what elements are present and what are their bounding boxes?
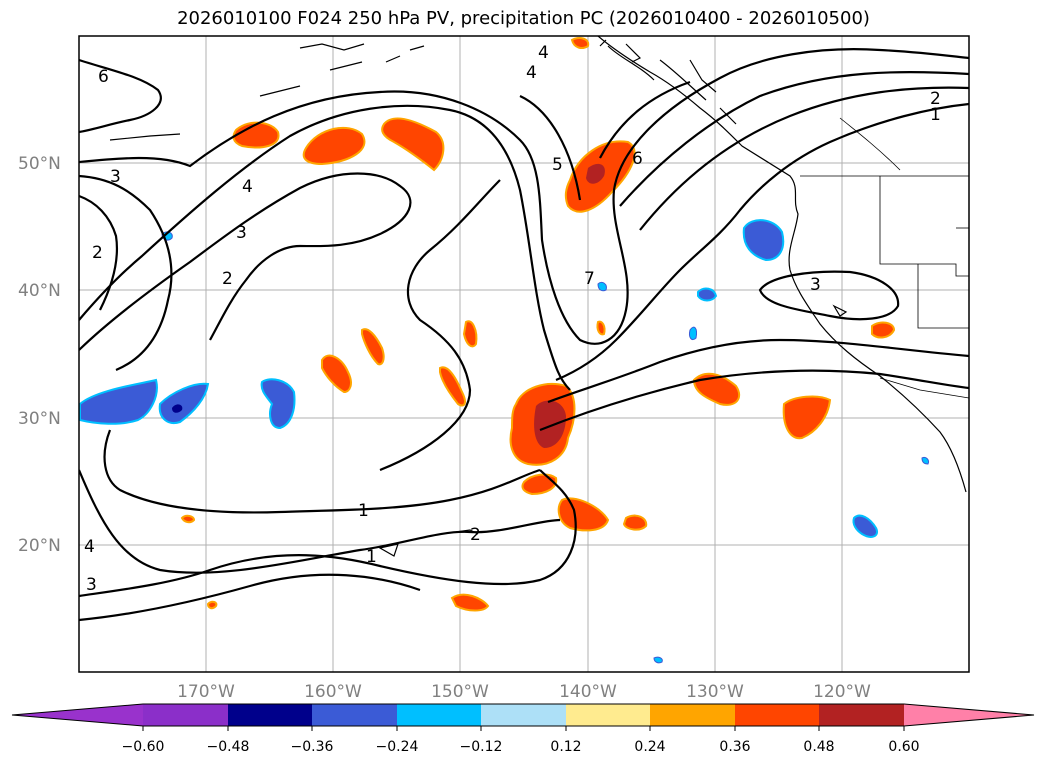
colorbar-label: 0.48 — [803, 739, 834, 755]
lat-label: 30°N — [18, 409, 61, 429]
lat-label: 20°N — [18, 536, 61, 556]
contour-label: 4 — [84, 537, 95, 557]
map-frame — [78, 35, 970, 673]
contour-label: 1 — [358, 501, 369, 521]
contour-label: 2 — [930, 89, 941, 109]
map-title: 2026010100 F024 250 hPa PV, precipitatio… — [177, 8, 870, 29]
lon-label: 150°W — [431, 682, 489, 702]
colorbar-segment — [228, 704, 312, 726]
contour-label: 3 — [810, 275, 821, 295]
contour-label: 3 — [110, 167, 121, 187]
colorbar-label: −0.12 — [460, 739, 503, 755]
coastlines — [109, 36, 967, 557]
contour-label: 1 — [930, 105, 941, 125]
colorbar-right-extension — [904, 704, 1034, 726]
colorbar-segment — [312, 704, 397, 726]
lon-label: 170°W — [177, 682, 235, 702]
colorbar-segment — [143, 704, 228, 726]
contour-label: 2 — [470, 525, 481, 545]
latitude-labels: 50°N 40°N 30°N 20°N — [18, 154, 61, 556]
precip-positive-areas — [180, 37, 896, 612]
colorbar-segment — [481, 704, 566, 726]
lat-label: 40°N — [18, 281, 61, 301]
lon-label: 160°W — [304, 682, 362, 702]
political-borders — [800, 117, 969, 399]
colorbar-left-extension — [12, 704, 143, 726]
colorbar-label: 0.24 — [634, 739, 665, 755]
lon-label: 140°W — [559, 682, 617, 702]
colorbar-segment — [397, 704, 481, 726]
map-background — [79, 36, 969, 672]
colorbar-label: −0.48 — [207, 739, 250, 755]
colorbar-label: 0.12 — [550, 739, 581, 755]
contour-label: 4 — [538, 43, 549, 63]
colorbar-label: 0.36 — [719, 739, 750, 755]
contour-label: 4 — [526, 63, 537, 83]
colorbar-segment — [735, 704, 819, 726]
colorbar-segment — [566, 704, 650, 726]
contour-label: 2 — [222, 269, 233, 289]
colorbar-label: −0.60 — [122, 739, 165, 755]
colorbar-label: −0.36 — [291, 739, 334, 755]
colorbar-segment — [650, 704, 735, 726]
colorbar: −0.60 −0.48 −0.36 −0.24 −0.12 0.12 0.24 … — [11, 703, 1035, 755]
colorbar-label: −0.24 — [376, 739, 419, 755]
lat-label: 50°N — [18, 154, 61, 174]
contour-label: 4 — [242, 177, 253, 197]
contour-label: 3 — [236, 223, 247, 243]
precip-negative-areas — [79, 219, 929, 664]
contour-label: 6 — [98, 67, 109, 87]
lon-label: 120°W — [813, 682, 871, 702]
contour-label: 2 — [92, 243, 103, 263]
contour-labels: 6 3 2 4 3 2 5 6 7 2 1 3 1 2 1 4 3 4 4 — [84, 43, 941, 595]
contour-label: 7 — [584, 269, 595, 289]
colorbar-segment — [819, 704, 904, 726]
contour-label: 5 — [552, 155, 563, 175]
contour-label: 6 — [632, 149, 643, 169]
pv-contours — [79, 48, 969, 622]
contour-label: 1 — [366, 547, 377, 567]
lon-label: 130°W — [686, 682, 744, 702]
contour-label: 3 — [86, 575, 97, 595]
colorbar-label: 0.60 — [888, 739, 919, 755]
longitude-labels: 170°W 160°W 150°W 140°W 130°W 120°W — [177, 682, 871, 702]
